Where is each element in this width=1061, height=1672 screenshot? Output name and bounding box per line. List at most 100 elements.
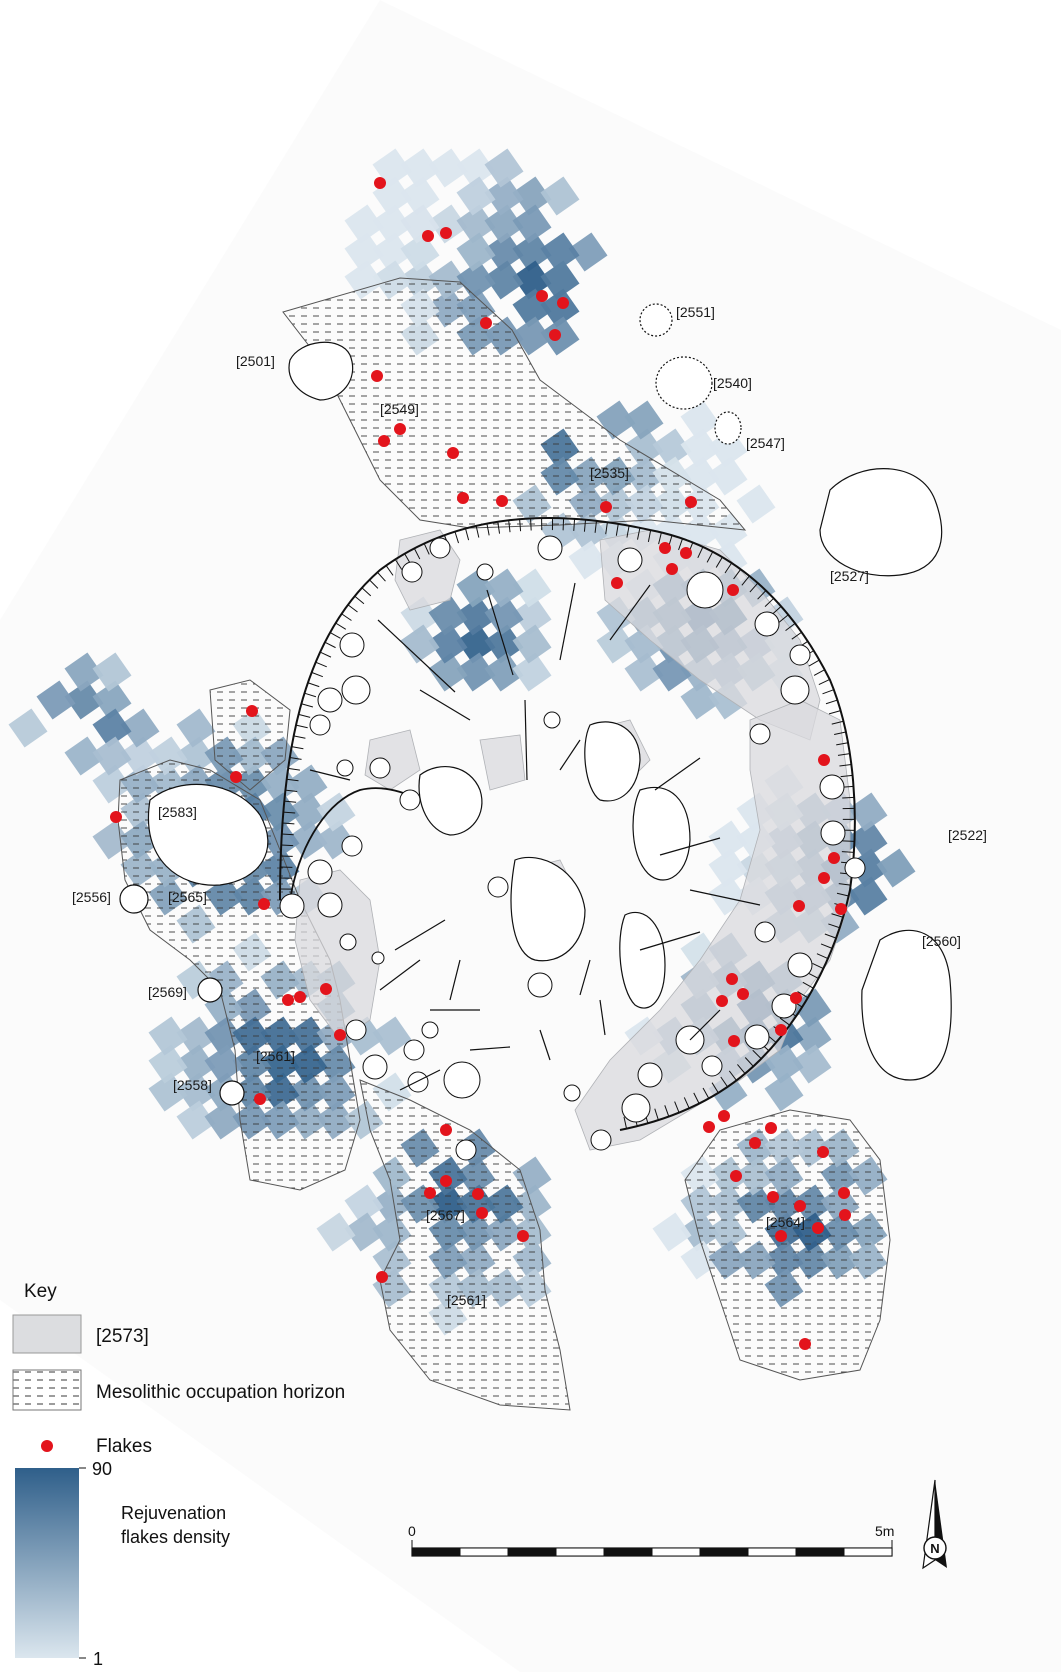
density-cell [456, 176, 496, 216]
density-cell [400, 624, 440, 664]
hachure-tick [841, 851, 854, 853]
posthole [563, 1084, 581, 1102]
hachure-tick [840, 774, 853, 778]
flakes-layer [110, 177, 851, 1350]
hachure-tick [454, 531, 460, 544]
flake-point [818, 872, 830, 884]
flake-point [765, 1122, 777, 1134]
label-2558: [2558] [173, 1077, 212, 1093]
hachure-tick [287, 767, 301, 771]
flake-point [447, 447, 459, 459]
posthole [369, 757, 391, 779]
hachure-tick [377, 571, 386, 582]
scale-bar-segment [555, 1547, 605, 1557]
hachure-tick [839, 763, 852, 767]
north-arrow: N [922, 1479, 947, 1570]
flake-point [728, 1035, 740, 1047]
density-cell [120, 736, 160, 776]
posthole [476, 563, 494, 581]
radial-line [689, 1009, 721, 1041]
density-cell [372, 232, 412, 272]
pit-south-central [619, 911, 666, 1009]
ring-ditch-west-inner [289, 787, 421, 901]
radial-line [419, 689, 471, 721]
hachure-tick [715, 556, 723, 568]
density-cell [484, 596, 524, 636]
posthole [621, 1093, 651, 1123]
radial-line [377, 619, 456, 693]
flake-point [536, 290, 548, 302]
hachure-tick [281, 833, 294, 836]
radial-lines [309, 582, 761, 1091]
hachure-tick [319, 651, 332, 658]
density-cell [736, 484, 776, 524]
posthole [819, 774, 845, 800]
flake-point [422, 230, 434, 242]
hachure-tick [711, 1082, 719, 1094]
density-cell [456, 204, 496, 244]
hachure-tick [678, 538, 683, 551]
flake-point [440, 227, 452, 239]
scale-bar-segment [411, 1547, 461, 1557]
density-cell [288, 764, 328, 804]
flake-point [812, 1222, 824, 1234]
flake-point [258, 898, 270, 910]
density-cell [512, 316, 552, 356]
scale-label-end: 5m [875, 1523, 894, 1539]
feature-labels: [2551] [2540] [2547] [2501] [2549] [2535… [72, 304, 987, 1308]
hachure-tick [797, 991, 809, 999]
posthole [787, 952, 813, 978]
ring-ditch [279, 517, 856, 1131]
flake-point [480, 317, 492, 329]
hachure-tick [836, 892, 849, 897]
posthole [336, 759, 354, 777]
hachure-tick [741, 575, 750, 586]
hachure-tick [361, 587, 372, 597]
hachure-tick [519, 519, 522, 532]
hachure-tick [301, 703, 314, 708]
posthole [637, 1062, 663, 1088]
scale-label-start: 0 [408, 1523, 416, 1539]
density-cell [484, 568, 524, 608]
horizon-north [282, 277, 747, 531]
hachure-tick [583, 519, 587, 532]
density-cell [428, 148, 468, 188]
hachure-tick [285, 789, 298, 793]
density-cell [344, 1184, 384, 1224]
posthole [780, 675, 810, 705]
posthole [754, 921, 776, 943]
flake-point [378, 435, 390, 447]
hachure-tick [706, 551, 714, 563]
flake-point [666, 563, 678, 575]
posthole [789, 644, 811, 666]
posthole [317, 687, 343, 713]
density-cell [456, 652, 496, 692]
radial-line [469, 1046, 511, 1051]
radial-line [524, 699, 528, 781]
hachure-tick [831, 720, 844, 725]
posthole [701, 1055, 723, 1077]
density-cell [624, 400, 664, 440]
radial-line [609, 584, 651, 641]
density-cell [92, 652, 132, 692]
density-cell [652, 428, 692, 468]
flake-point [294, 991, 306, 1003]
radial-line [559, 582, 576, 661]
radial-line [599, 999, 606, 1036]
density-cell [176, 1044, 216, 1084]
hachure-tick [284, 800, 297, 803]
density-cell [260, 792, 300, 832]
hachure-tick [324, 641, 336, 649]
density-cell [708, 848, 748, 888]
posthole [317, 892, 343, 918]
posthole [307, 859, 333, 885]
density-cell [512, 176, 552, 216]
flake-point [726, 973, 738, 985]
pit-2547 [714, 411, 742, 445]
flake-point [549, 329, 561, 341]
scale-bar-segment [459, 1547, 509, 1557]
label-2569: [2569] [148, 984, 187, 1000]
hachure-tick [605, 522, 608, 535]
hachure-tick [335, 622, 347, 630]
